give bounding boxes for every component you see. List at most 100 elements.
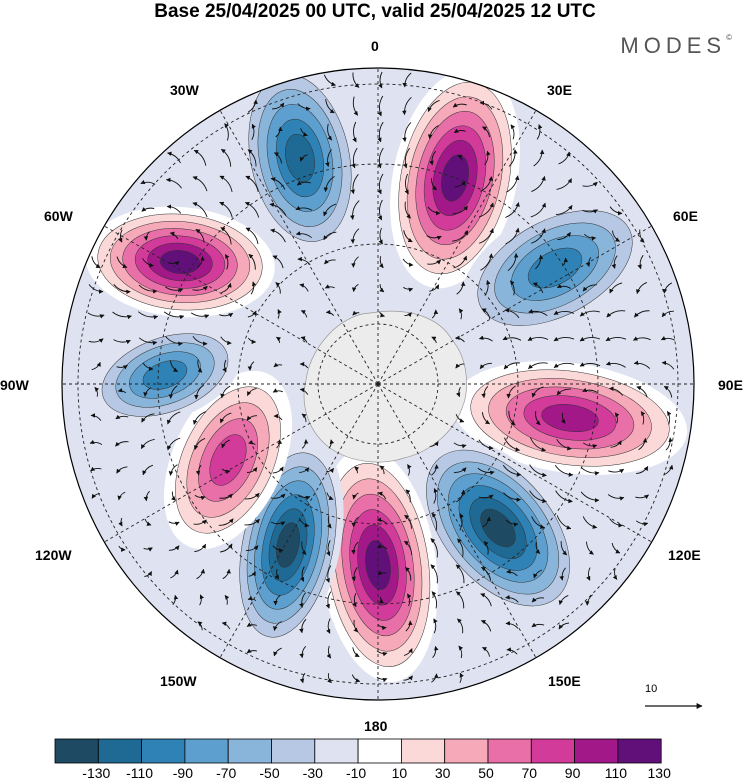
wind-vector	[376, 676, 388, 683]
wind-vector	[405, 489, 411, 503]
wind-vector	[270, 521, 286, 526]
wind-vector	[117, 491, 126, 501]
wind-vector	[404, 173, 409, 195]
colorbar-tick-label: -110	[126, 765, 154, 781]
wind-vector	[300, 128, 308, 137]
wind-vector	[404, 201, 411, 219]
wind-vector	[244, 492, 260, 500]
wind-vector	[197, 621, 203, 631]
wind-vector	[504, 308, 520, 319]
wind-vector	[429, 441, 439, 447]
wind-vector	[478, 335, 493, 342]
wind-vector	[90, 466, 102, 472]
wind-vector	[407, 593, 412, 607]
wind-vector	[479, 228, 494, 244]
wind-vector	[459, 513, 464, 531]
wind-vector	[531, 622, 545, 628]
wind-vector	[508, 410, 516, 426]
wind-vector	[663, 464, 674, 476]
wind-vector	[431, 591, 438, 609]
colorbar-tick-label: -130	[82, 765, 111, 781]
wind-vector	[582, 284, 597, 292]
wind-vector	[535, 542, 541, 555]
wind-vector	[559, 567, 566, 581]
wind-vector	[611, 255, 618, 269]
wind-vector	[558, 151, 571, 165]
wind-vector	[351, 516, 359, 528]
colorbar-swatch	[617, 738, 662, 764]
colorbar-swatch	[400, 738, 446, 764]
wind-vector	[662, 282, 673, 294]
wind-vector	[272, 255, 284, 269]
wind-vector	[431, 309, 439, 319]
wind-vector	[452, 230, 469, 242]
wind-vector	[533, 569, 543, 579]
wind-vector	[608, 468, 625, 474]
wind-vector	[113, 284, 131, 295]
wind-vector	[224, 254, 230, 270]
wind-vector	[296, 180, 311, 186]
wind-vector	[247, 337, 257, 345]
meridian-line	[219, 110, 379, 385]
colorbar-swatch	[141, 738, 186, 764]
wind-vector	[351, 256, 359, 268]
wind-vector	[505, 227, 520, 245]
wind-vector	[427, 259, 442, 265]
wind-vector	[221, 282, 232, 294]
wind-vector	[431, 464, 439, 476]
wind-vector	[510, 124, 516, 140]
wind-vector	[433, 618, 438, 634]
colorbar-tick-label: -90	[172, 765, 194, 781]
wind-vector	[90, 413, 102, 421]
lon-label-90e: 90E	[718, 377, 743, 393]
wind-vector	[535, 411, 541, 426]
wind-vector	[325, 149, 332, 167]
wind-vector	[250, 281, 257, 295]
wind-vector	[553, 310, 575, 315]
wind-vector	[378, 227, 383, 245]
wind-vector	[556, 283, 572, 289]
wind-vector	[607, 494, 625, 501]
colorbar-tick-label: 10	[391, 765, 408, 781]
wind-vector	[479, 362, 492, 370]
wind-vector	[404, 514, 412, 529]
wind-vector	[324, 284, 335, 289]
wind-vector	[379, 465, 385, 475]
wind-vector	[270, 493, 286, 499]
wind-vector	[323, 203, 337, 217]
wind-vector	[275, 126, 283, 138]
wind-vector	[612, 568, 618, 580]
wind-vector	[138, 337, 158, 346]
wind-vector	[635, 520, 649, 527]
antarctica-landmass	[303, 310, 467, 463]
wind-vector	[352, 121, 357, 143]
wind-vector	[531, 597, 544, 603]
wind-vector	[138, 284, 158, 294]
wind-vector	[170, 569, 179, 579]
wind-vector	[219, 543, 233, 553]
wind-vector	[503, 362, 520, 370]
wind-vector	[480, 176, 494, 192]
lon-label-30w: 30W	[170, 82, 199, 98]
wind-vector	[246, 622, 258, 627]
map-border	[61, 67, 695, 701]
wind-vector	[168, 261, 180, 266]
wind-vector	[608, 386, 623, 396]
wind-vector	[376, 650, 388, 657]
wind-vector	[557, 232, 571, 241]
wind-vector	[377, 95, 384, 117]
wind-vector	[636, 466, 649, 475]
colorbar-tick-label: 90	[564, 765, 581, 781]
wind-vector	[168, 464, 178, 476]
wind-vector	[323, 231, 337, 241]
wind-vector	[505, 202, 520, 218]
wind-vector	[295, 231, 312, 239]
wind-vector	[453, 442, 467, 449]
wind-vector	[140, 438, 155, 449]
colorbar-tick-label: -50	[259, 765, 280, 781]
wind-vector	[327, 673, 332, 684]
wind-vector	[171, 491, 176, 501]
wind-vector	[272, 545, 284, 553]
wind-vector	[507, 252, 519, 271]
wind-vector	[481, 646, 491, 657]
